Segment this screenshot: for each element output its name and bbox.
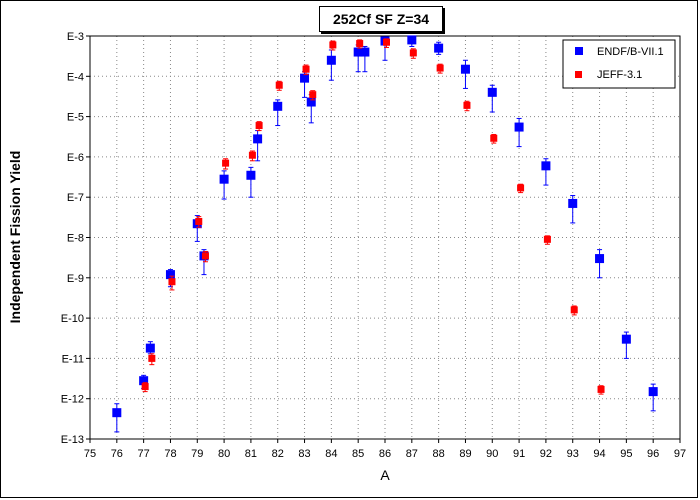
- data-point: [595, 254, 605, 264]
- data-point: [201, 252, 209, 260]
- y-tick-label: E-8: [67, 233, 84, 245]
- data-point: [409, 49, 417, 57]
- legend-label-jeff: JEFF-3.1: [597, 69, 642, 81]
- y-tick-label: E-7: [67, 192, 84, 204]
- data-point: [195, 217, 203, 225]
- x-tick-label: 95: [620, 448, 632, 460]
- y-tick-label: E-5: [67, 112, 84, 124]
- data-point: [248, 151, 256, 159]
- data-point: [517, 184, 525, 192]
- data-point: [541, 161, 551, 171]
- data-point: [434, 43, 444, 53]
- y-tick-label: E-3: [67, 31, 84, 43]
- chart-title: 252Cf SF Z=34: [319, 6, 443, 32]
- data-point: [300, 73, 310, 83]
- x-tick-label: 96: [647, 448, 659, 460]
- x-tick-label: 87: [406, 448, 418, 460]
- legend-label-endf: ENDF/B-VII.1: [597, 46, 664, 58]
- data-point: [219, 174, 229, 184]
- data-point: [329, 41, 337, 49]
- data-point: [141, 383, 149, 391]
- data-point: [436, 64, 444, 72]
- legend: ENDF/B-VII.1 JEFF-3.1: [562, 39, 676, 89]
- x-tick-label: 79: [191, 448, 203, 460]
- x-tick-label: 86: [379, 448, 391, 460]
- data-point: [326, 55, 336, 65]
- data-point: [621, 334, 631, 344]
- data-point: [275, 81, 283, 89]
- y-tick-label: E-6: [67, 152, 84, 164]
- x-tick-label: 85: [352, 448, 364, 460]
- data-point: [222, 159, 230, 167]
- data-point: [309, 91, 317, 99]
- x-tick-label: 84: [325, 448, 337, 460]
- x-tick-label: 97: [674, 448, 686, 460]
- data-points: [112, 35, 658, 433]
- data-point: [168, 278, 176, 286]
- data-point: [460, 64, 470, 74]
- x-tick-label: 76: [111, 448, 123, 460]
- y-tick-label: E-9: [67, 273, 84, 285]
- x-tick-label: 82: [272, 448, 284, 460]
- data-point: [353, 47, 363, 57]
- data-point: [356, 40, 364, 48]
- x-tick-label: 91: [513, 448, 525, 460]
- data-point: [246, 170, 256, 180]
- x-axis-label: A: [380, 467, 390, 483]
- x-tick-label: 88: [433, 448, 445, 460]
- y-tick-label: E-10: [61, 313, 84, 325]
- data-point: [255, 122, 263, 130]
- y-axis-label: Independent Fission Yield: [7, 151, 23, 324]
- data-point: [139, 376, 149, 386]
- legend-marker-jeff: [575, 71, 582, 78]
- x-tick-label: 94: [593, 448, 605, 460]
- data-point: [148, 354, 156, 362]
- x-tick-label: 92: [540, 448, 552, 460]
- data-point: [490, 134, 498, 142]
- x-tick-label: 93: [567, 448, 579, 460]
- data-point: [112, 408, 122, 418]
- data-point: [407, 35, 417, 45]
- legend-box: [562, 39, 676, 89]
- x-tick-label: 81: [245, 448, 257, 460]
- data-point: [514, 122, 524, 132]
- data-point: [360, 47, 370, 57]
- legend-marker-endf: [575, 47, 583, 55]
- data-point: [145, 343, 155, 353]
- x-tick-label: 83: [298, 448, 310, 460]
- data-point: [570, 306, 578, 314]
- y-tick-label: E-4: [67, 71, 84, 83]
- y-tick-label: E-11: [62, 353, 84, 365]
- x-axis: 75 76 77 78 79 80 81 82 83 84 85 86 87 88 89 90 91 92 93 94…: [84, 439, 686, 460]
- data-point: [253, 134, 263, 144]
- x-tick-label: 78: [164, 448, 176, 460]
- x-tick-label: 90: [486, 448, 498, 460]
- data-point: [597, 385, 605, 393]
- data-point: [568, 198, 578, 208]
- x-tick-label: 80: [218, 448, 230, 460]
- x-tick-label: 75: [84, 448, 96, 460]
- x-tick-label: 89: [459, 448, 471, 460]
- y-axis: E-3 E-4 E-5 E-6 E-7 E-8 E-9 E-10 E-11 E-12 E-13: [61, 31, 90, 446]
- data-point: [648, 387, 658, 397]
- y-tick-label: E-13: [61, 434, 84, 446]
- data-point: [543, 235, 551, 243]
- data-point: [487, 87, 497, 97]
- data-point: [273, 101, 283, 111]
- grid: [90, 36, 680, 439]
- data-point: [165, 270, 175, 280]
- y-tick-label: E-12: [61, 394, 84, 406]
- data-point: [306, 97, 316, 107]
- data-point: [302, 65, 310, 73]
- data-point: [463, 101, 471, 109]
- x-tick-label: 77: [138, 448, 150, 460]
- data-point: [383, 38, 390, 46]
